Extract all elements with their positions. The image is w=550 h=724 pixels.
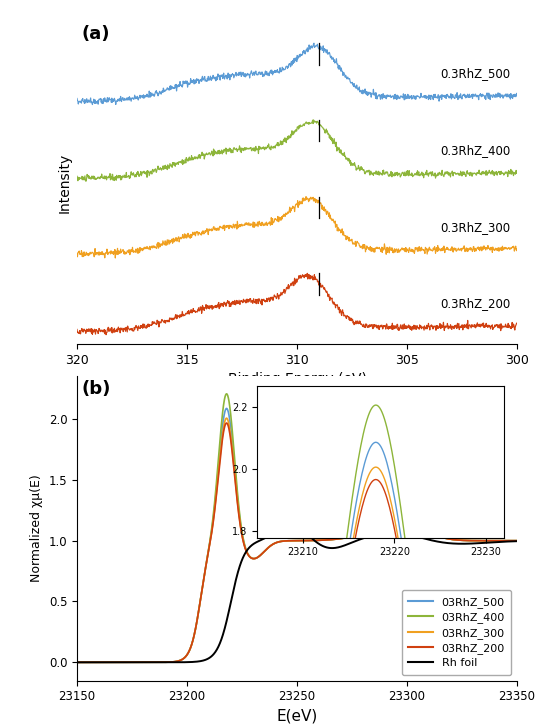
Y-axis label: Normalized χμ(E): Normalized χμ(E) bbox=[30, 475, 43, 582]
Text: 0.3RhZ_200: 0.3RhZ_200 bbox=[440, 298, 510, 311]
Text: (a): (a) bbox=[81, 25, 110, 43]
Text: 0.3RhZ_300: 0.3RhZ_300 bbox=[440, 221, 510, 234]
Text: 0.3RhZ_400: 0.3RhZ_400 bbox=[440, 144, 510, 157]
Text: (b): (b) bbox=[81, 379, 111, 397]
Y-axis label: Intensity: Intensity bbox=[57, 153, 72, 213]
X-axis label: E(eV): E(eV) bbox=[276, 709, 318, 724]
X-axis label: Binding Energy (eV): Binding Energy (eV) bbox=[228, 372, 366, 386]
Text: 0.3RhZ_500: 0.3RhZ_500 bbox=[440, 67, 510, 80]
Legend: 03RhZ_500, 03RhZ_400, 03RhZ_300, 03RhZ_200, Rh foil: 03RhZ_500, 03RhZ_400, 03RhZ_300, 03RhZ_2… bbox=[402, 590, 512, 675]
